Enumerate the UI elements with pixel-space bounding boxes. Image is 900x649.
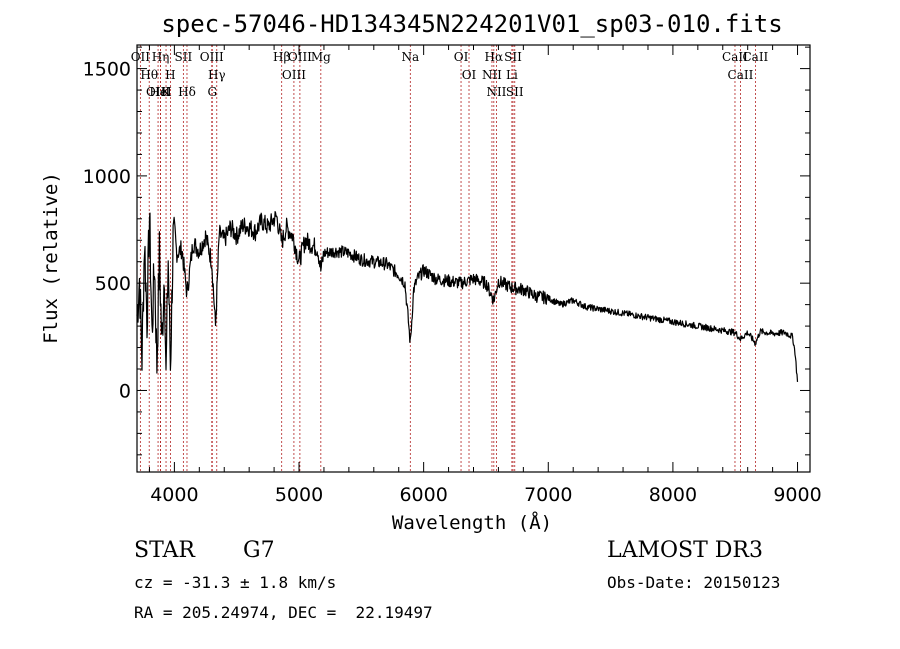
- line-label: OI: [462, 68, 477, 82]
- line-label: NII: [486, 85, 506, 99]
- line-label: SII: [504, 50, 522, 64]
- line-label: Hη: [152, 50, 170, 64]
- x-tick-label: 5000: [275, 484, 323, 506]
- line-label: CaII: [742, 50, 768, 64]
- line-label: Hα: [485, 50, 504, 64]
- line-label: OIII: [200, 50, 224, 64]
- y-tick-label: 0: [119, 380, 131, 402]
- obs-date: Obs-Date: 20150123: [607, 573, 781, 592]
- x-tick-label: 8000: [649, 484, 697, 506]
- line-label: SII: [506, 85, 524, 99]
- x-tick-label: 9000: [773, 484, 821, 506]
- line-label: Hθ: [140, 68, 158, 82]
- line-label: OIII: [282, 68, 306, 82]
- line-label: HeI: [149, 85, 172, 99]
- x-tick-label: 4000: [150, 484, 198, 506]
- chart-title: spec-57046-HD134345N224201V01_sp03-010.f…: [161, 10, 782, 38]
- line-label: OII: [131, 50, 151, 64]
- line-label: Hβ: [273, 50, 290, 64]
- object-class: STAR: [134, 538, 195, 563]
- line-label: CaII: [722, 50, 748, 64]
- line-label: OIII: [288, 50, 312, 64]
- line-label: NII: [482, 68, 502, 82]
- velocity-text: cz = -31.3 ± 1.8 km/s: [134, 573, 337, 592]
- line-label: K: [162, 85, 172, 99]
- line-label: Hδ: [178, 85, 196, 99]
- coordinates-text: RA = 205.24974, DEC = 22.19497: [134, 603, 433, 622]
- plot-frame: [136, 44, 811, 473]
- survey-name: LAMOST DR3: [607, 538, 763, 563]
- line-label: G: [207, 85, 217, 99]
- line-label: Hγ: [208, 68, 226, 82]
- line-label: CaII: [728, 68, 754, 82]
- y-tick-label: 1500: [83, 59, 131, 81]
- line-label: OI: [454, 50, 469, 64]
- line-label: Li: [506, 68, 518, 82]
- x-axis-label: Wavelength (Å): [392, 511, 552, 534]
- line-label: SII: [175, 50, 193, 64]
- object-subclass: G7: [243, 538, 275, 563]
- x-tick-label: 7000: [524, 484, 572, 506]
- y-axis-ticks: 0 500 1000 1500: [83, 46, 810, 456]
- line-label: Mg: [311, 50, 331, 64]
- spectral-line-markers: [139, 45, 756, 472]
- spectrum-series: [136, 211, 799, 382]
- line-label: H: [165, 68, 175, 82]
- line-label: Na: [401, 50, 419, 64]
- y-axis-label: Flux (relative): [40, 172, 62, 344]
- x-axis-ticks: 4000 5000 6000 7000 8000 9000: [148, 45, 822, 506]
- y-tick-label: 500: [95, 273, 131, 295]
- y-tick-label: 1000: [83, 166, 131, 188]
- x-tick-label: 6000: [399, 484, 447, 506]
- spectral-line-labels: OIIHθOIIIHηHeIKHSIIHδOIIIHγGHβOIIIOIIIMg…: [131, 50, 769, 99]
- line-label: OIII: [146, 85, 170, 99]
